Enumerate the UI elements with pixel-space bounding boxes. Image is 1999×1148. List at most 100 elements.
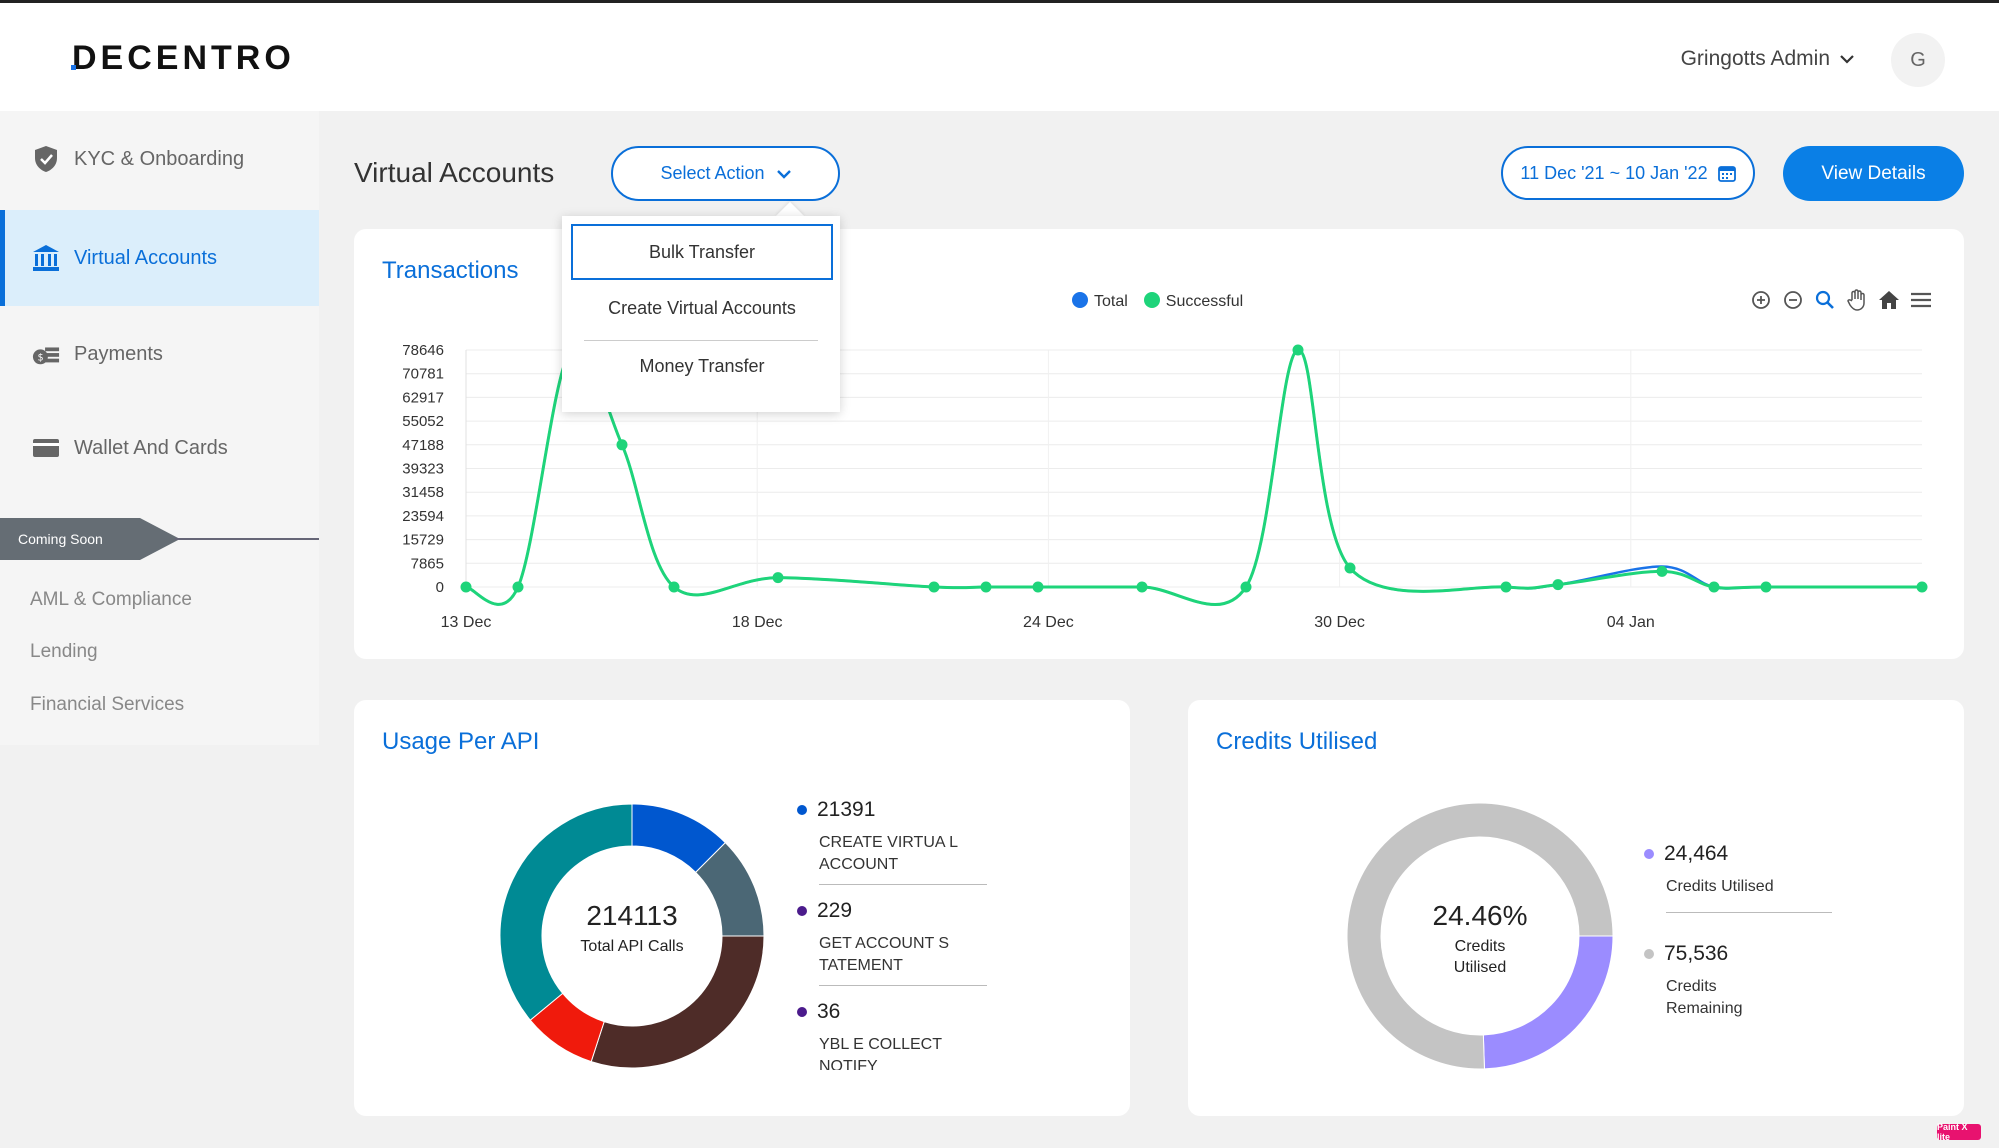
data-point[interactable] xyxy=(928,581,940,593)
data-point[interactable] xyxy=(1708,581,1720,593)
data-point[interactable] xyxy=(1240,581,1252,593)
payments-icon: $ xyxy=(32,340,60,368)
credits-center-label-2: Utilised xyxy=(1453,959,1507,976)
data-point[interactable] xyxy=(1292,344,1304,356)
sidebar-item-label: KYC & Onboarding xyxy=(74,147,245,170)
credits-remaining-label: Credits Remaining xyxy=(1666,976,1816,1020)
sidebar-item-label: Payments xyxy=(74,342,163,365)
data-point[interactable] xyxy=(1136,581,1148,593)
zoom-in-icon[interactable] xyxy=(1750,289,1772,311)
legend-successful[interactable]: Successful xyxy=(1143,292,1243,311)
date-range-picker[interactable]: 11 Dec '21 ~ 10 Jan '22 xyxy=(1501,146,1755,200)
y-tick-label: 70781 xyxy=(402,366,444,383)
bank-icon xyxy=(32,244,60,272)
data-point[interactable] xyxy=(1760,581,1772,593)
sidebar-item-payments[interactable]: $ Payments xyxy=(0,306,319,402)
data-point[interactable] xyxy=(1552,579,1564,591)
data-point[interactable] xyxy=(1032,581,1044,593)
data-point[interactable] xyxy=(1916,581,1928,593)
sidebar: KYC & Onboarding Virtual Accounts $ Paym… xyxy=(0,111,319,745)
credits-remaining-label-2: Remaining xyxy=(1666,1000,1743,1017)
coming-soon-tag: Coming Soon xyxy=(0,518,180,560)
data-point[interactable] xyxy=(616,439,628,451)
paint-x-badge: Paint X lite xyxy=(1937,1122,1981,1142)
credits-center: 24.46% Credits Utilised xyxy=(1344,900,1616,978)
decentro-logo[interactable]: DECENTRO xyxy=(72,39,295,77)
home-icon[interactable] xyxy=(1878,289,1900,311)
y-tick-label: 39323 xyxy=(402,461,444,478)
sidebar-item-virtual-accounts[interactable]: Virtual Accounts xyxy=(0,210,319,306)
data-point[interactable] xyxy=(980,581,992,593)
zoom-out-icon[interactable] xyxy=(1782,289,1804,311)
select-action-dropdown: Bulk Transfer Create Virtual Accounts Mo… xyxy=(562,216,840,412)
legend-total-label: Total xyxy=(1094,293,1128,310)
menu-item-create-virtual-accounts[interactable]: Create Virtual Accounts xyxy=(608,297,796,318)
legend-divider xyxy=(1666,912,1832,913)
menu-divider xyxy=(584,340,818,341)
y-tick-label: 7865 xyxy=(411,555,444,572)
sidebar-item-lending: Lending xyxy=(30,641,98,662)
data-point[interactable] xyxy=(460,581,472,593)
search-zoom-icon[interactable] xyxy=(1814,289,1836,311)
calendar-icon xyxy=(1717,166,1736,182)
view-details-button[interactable]: View Details xyxy=(1783,146,1964,201)
slice-remaining[interactable] xyxy=(1346,802,1614,1070)
data-point[interactable] xyxy=(1344,562,1356,574)
credits-center-label-1: Credits xyxy=(1454,938,1506,955)
sidebar-item-label: Wallet And Cards xyxy=(74,436,228,459)
legend-divider xyxy=(819,884,987,885)
sidebar-item-kyc[interactable]: KYC & Onboarding xyxy=(0,111,319,207)
api-legend-value: 21391 xyxy=(817,798,876,821)
api-legend-item: 36 YBL E COLLECT NOTIFY xyxy=(797,1000,969,1070)
legend-bullet xyxy=(1644,849,1654,859)
date-range-text: 11 Dec '21 ~ 10 Jan '22 xyxy=(1520,162,1708,183)
data-point[interactable] xyxy=(772,572,784,584)
legend-bullet xyxy=(797,805,807,815)
coming-soon-divider: Coming Soon xyxy=(0,518,319,560)
svg-text:$: $ xyxy=(38,353,44,364)
api-legend-item: 21391 CREATE VIRTUA L ACCOUNT xyxy=(797,798,987,885)
legend-dot-total xyxy=(1072,292,1088,308)
sidebar-item-wallet[interactable]: Wallet And Cards xyxy=(0,400,319,496)
credits-remaining-value: 75,536 xyxy=(1664,942,1729,965)
usage-donut-chart xyxy=(499,803,765,1069)
menu-icon[interactable] xyxy=(1910,289,1932,311)
page-title: Virtual Accounts xyxy=(354,157,555,188)
avatar[interactable]: G xyxy=(1891,33,1945,87)
y-tick-label: 47188 xyxy=(402,437,444,454)
credits-center-label: Credits Utilised xyxy=(1344,936,1616,978)
data-point[interactable] xyxy=(1500,581,1512,593)
usage-center: 214113 Total API Calls xyxy=(496,900,768,956)
data-point[interactable] xyxy=(668,581,680,593)
y-tick-label: 23594 xyxy=(402,508,444,525)
series-line-successful xyxy=(465,346,1922,607)
menu-item-money-transfer[interactable]: Money Transfer xyxy=(639,355,765,376)
menu-item-bulk-transfer[interactable]: Bulk Transfer xyxy=(571,224,833,280)
credits-title: Credits Utilised xyxy=(1216,728,1378,755)
legend-bullet xyxy=(1644,949,1654,959)
legend-total[interactable]: Total xyxy=(1072,292,1128,311)
x-tick-label: 04 Jan xyxy=(1607,614,1655,631)
transactions-chart: 0 7865 15729 23594 31458 39323 47188 55052 62917… xyxy=(402,342,1928,631)
user-name: Gringotts Admin xyxy=(1680,47,1830,70)
credits-percent: 24.46% xyxy=(1432,900,1528,931)
credits-utilised-value: 24,464 xyxy=(1664,842,1729,865)
select-action-button[interactable]: Select Action xyxy=(611,146,840,201)
pan-hand-icon[interactable] xyxy=(1846,289,1868,311)
legend-bullet xyxy=(797,906,807,916)
y-tick-label: 0 xyxy=(436,579,444,596)
usage-total-label: Total API Calls xyxy=(580,938,684,955)
usage-title: Usage Per API xyxy=(382,728,540,755)
chevron-down-icon xyxy=(1840,55,1854,64)
y-tick-label: 62917 xyxy=(402,389,444,406)
api-legend-item: 229 GET ACCOUNT S TATEMENT xyxy=(797,899,987,986)
api-legend-label: CREATE VIRTUA L ACCOUNT xyxy=(819,834,958,873)
data-point[interactable] xyxy=(512,581,524,593)
user-menu[interactable]: Gringotts Admin xyxy=(1681,47,1854,71)
slice-teal[interactable] xyxy=(499,803,633,1021)
api-legend-value: 229 xyxy=(817,899,853,922)
chart-legend: Total Successful xyxy=(1072,292,1243,311)
credits-donut-chart xyxy=(1346,802,1614,1070)
y-tick-label: 15729 xyxy=(402,532,444,549)
data-point[interactable] xyxy=(1656,565,1668,577)
